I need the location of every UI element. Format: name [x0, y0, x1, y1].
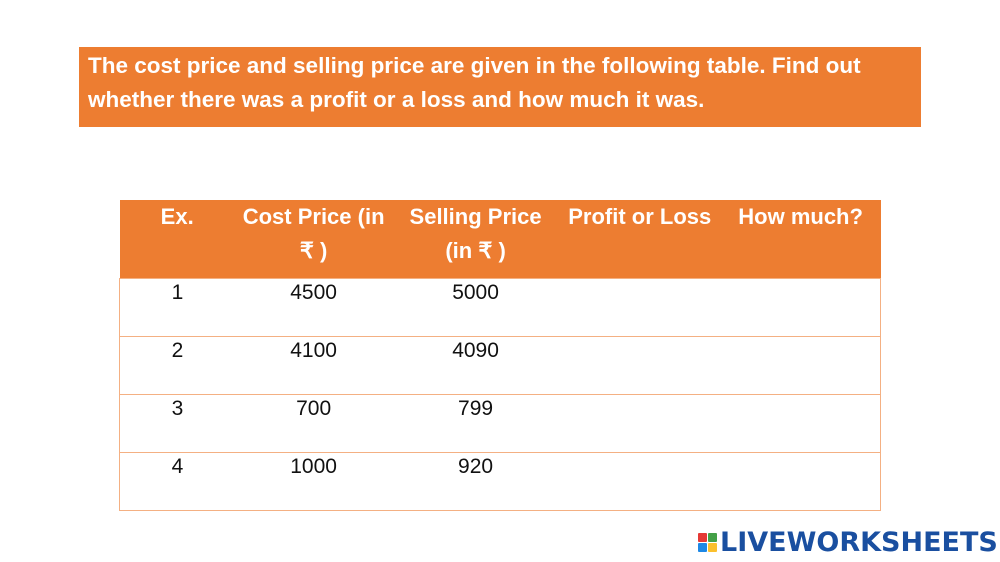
cell-cost-price: 700	[234, 393, 393, 453]
cell-selling-price: 5000	[392, 277, 559, 337]
cell-cost-price: 4500	[234, 277, 393, 337]
cell-profit-or-loss[interactable]	[558, 277, 721, 337]
cell-how-much[interactable]	[720, 335, 881, 395]
header-ex: Ex.	[119, 200, 235, 278]
header-cost-price: Cost Price (in ₹ )	[234, 200, 393, 278]
logo-text: LIVEWORKSHEETS	[720, 526, 998, 558]
cell-selling-price: 799	[392, 393, 559, 453]
cell-how-much[interactable]	[720, 393, 881, 453]
profit-loss-table: Ex. Cost Price (in ₹ ) Selling Price (in…	[118, 200, 881, 511]
cell-cost-price: 4100	[234, 335, 393, 395]
cell-how-much[interactable]	[720, 451, 881, 511]
header-profit-or-loss: Profit or Loss	[558, 200, 721, 278]
table-row: 2 4100 4090	[118, 335, 881, 395]
cell-ex: 1	[118, 277, 235, 337]
cell-profit-or-loss[interactable]	[558, 393, 721, 453]
cell-ex: 2	[118, 335, 235, 395]
table-row: 4 1000 920	[118, 451, 881, 511]
cell-profit-or-loss[interactable]	[558, 335, 721, 395]
logo-square-green	[708, 532, 717, 542]
logo-square-blue	[698, 542, 707, 552]
table-row: 1 4500 5000	[118, 277, 881, 337]
header-selling-price: Selling Price (in ₹ )	[392, 200, 559, 278]
table-header-row: Ex. Cost Price (in ₹ ) Selling Price (in…	[119, 200, 881, 278]
cell-ex: 3	[118, 393, 235, 453]
instructions-text: The cost price and selling price are giv…	[88, 53, 861, 112]
logo-square-yellow	[708, 542, 717, 552]
cell-selling-price: 920	[392, 451, 559, 511]
cell-ex: 4	[118, 451, 235, 511]
header-how-much: How much?	[720, 200, 881, 278]
cell-how-much[interactable]	[720, 277, 881, 337]
liveworksheets-logo: LIVEWORKSHEETS	[698, 526, 998, 558]
table-row: 3 700 799	[118, 393, 881, 453]
instructions-banner: The cost price and selling price are giv…	[79, 47, 921, 127]
logo-square-red	[698, 532, 707, 542]
liveworksheets-logo-icon	[698, 532, 717, 552]
cell-profit-or-loss[interactable]	[558, 451, 721, 511]
cell-cost-price: 1000	[234, 451, 393, 511]
cell-selling-price: 4090	[392, 335, 559, 395]
